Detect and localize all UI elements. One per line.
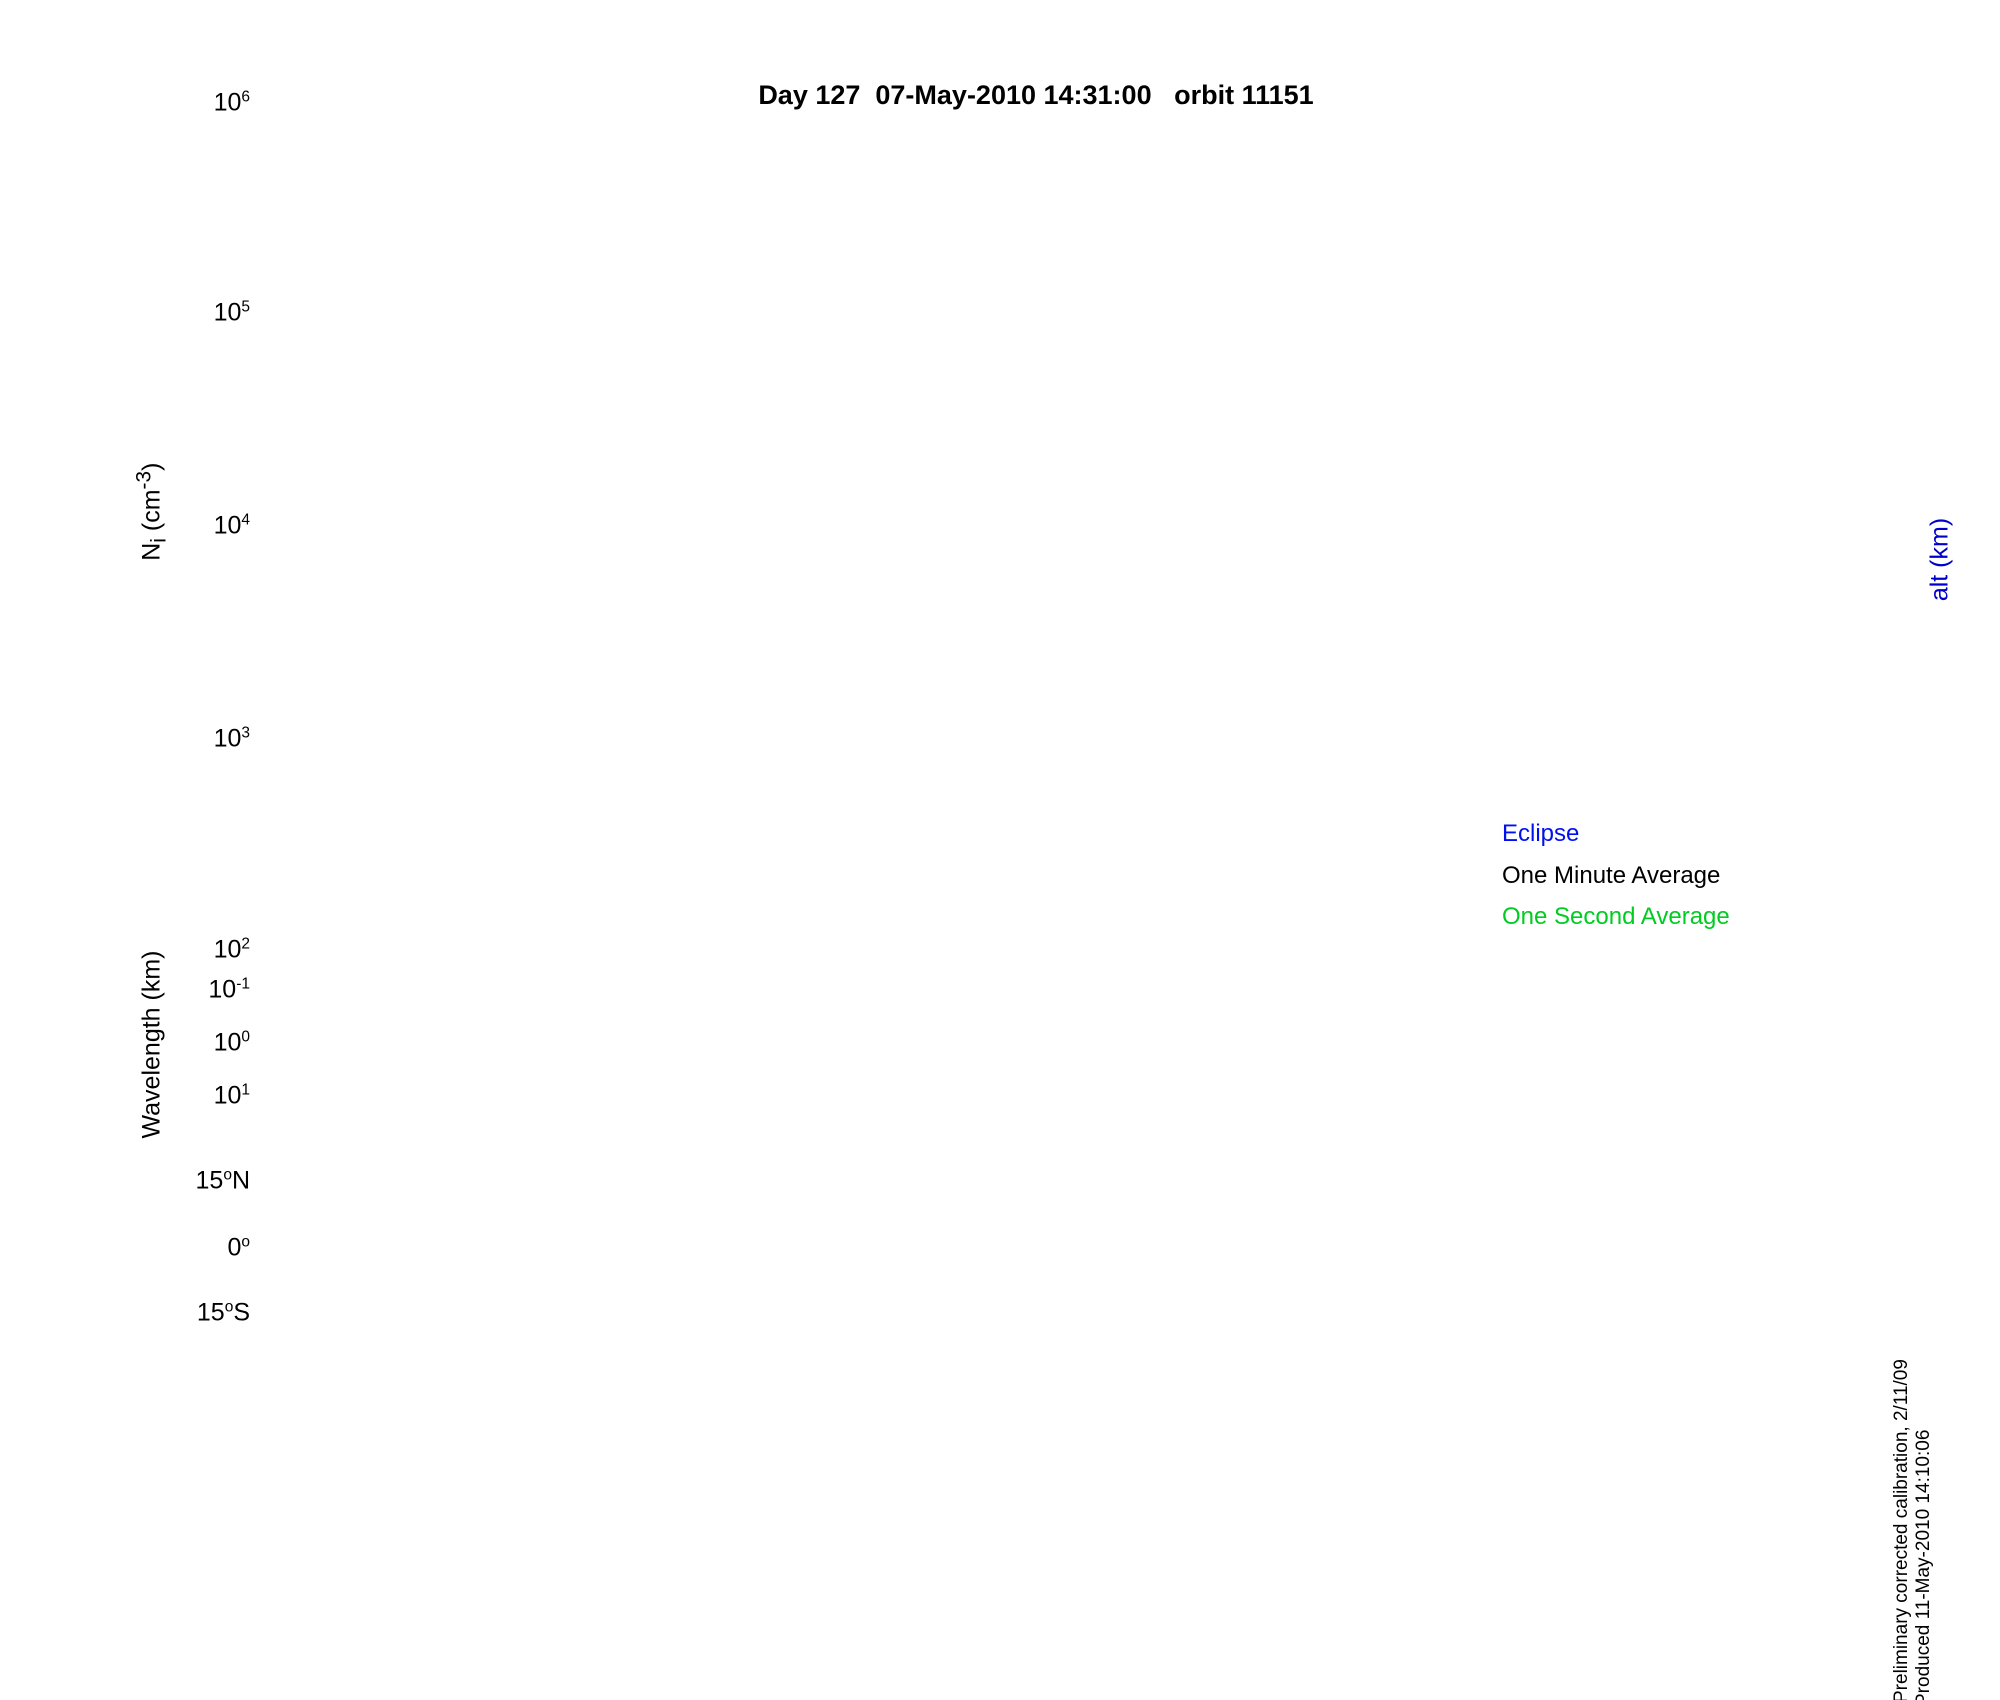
footer-produced-note: Produced 11-May-2010 14:10:06 [1913,1429,1934,1700]
chart-title: Day 127 07-May-2010 14:31:00 orbit 11151 [758,80,1314,110]
legend-eclipse: Eclipse [1502,820,1580,847]
axis-label-wavelength: Wavelength (km) [137,950,166,1139]
lat-label-15n: 15oN [195,1166,251,1195]
wtick-1e1: 101 [213,1081,250,1110]
lat-label-0: 0o [227,1233,250,1262]
wtick-1e0: 100 [213,1028,250,1057]
ytick-1e2: 102 [213,935,250,964]
lat-label-15s: 15oS [196,1298,250,1327]
footer-calibration-note: Preliminary corrected calibration, 2/11/… [1891,1359,1912,1700]
ytick-1e3: 103 [213,724,250,753]
ytick-1e6: 106 [213,88,250,117]
axis-label-alt: alt (km) [1925,517,1954,602]
wtick-1e-1: 10-1 [208,975,250,1004]
ytick-1e4: 104 [213,511,250,540]
legend-one-minute: One Minute Average [1502,862,1721,889]
legend-one-second: One Second Average [1502,903,1730,930]
axis-label-ni: Ni (cm-3) [132,462,171,561]
ytick-1e5: 105 [213,298,250,327]
